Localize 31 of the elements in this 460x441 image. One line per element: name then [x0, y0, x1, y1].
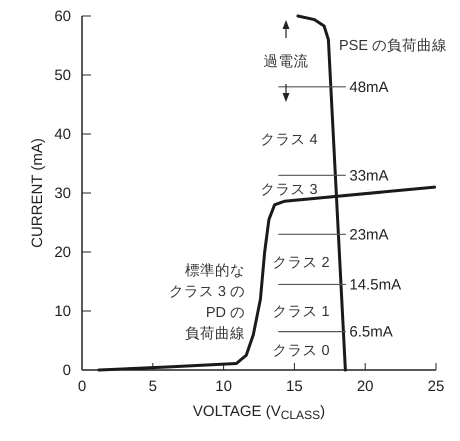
- x-tick-label: 0: [78, 378, 86, 395]
- y-tick-label: 10: [54, 303, 71, 320]
- x-tick-label: 25: [428, 378, 444, 395]
- y-axis-title: CURRENT (mA): [29, 138, 46, 248]
- annotation: PSE の負荷曲線: [339, 37, 448, 54]
- y-tick-label: 50: [54, 67, 71, 84]
- annotation: 負荷曲線: [185, 325, 245, 342]
- x-tick-label: 20: [356, 378, 374, 395]
- annotation: 過電流: [264, 53, 308, 70]
- series-label: 48mA: [349, 78, 389, 96]
- y-tick-label: 60: [54, 8, 71, 25]
- annotation: クラス 4: [260, 132, 318, 148]
- annotation: クラス 3: [260, 182, 318, 198]
- y-tick-label: 40: [54, 126, 71, 143]
- x-tick-label: 5: [148, 378, 157, 395]
- annotation: 標準的な: [185, 262, 245, 279]
- annotation: クラス 1: [272, 304, 330, 320]
- y-tick-label: 30: [54, 185, 71, 202]
- x-axis-title: VOLTAGE (V$_{CLASS}$): [192, 403, 326, 422]
- annotation: クラス 0: [272, 343, 330, 359]
- x-tick-label: 10: [215, 378, 232, 395]
- series-label: 14.5mA: [349, 276, 402, 294]
- series-label: 33mA: [349, 167, 389, 184]
- annotation: クラス 2: [272, 255, 330, 271]
- annotation: クラス 3 の: [168, 284, 245, 300]
- y-tick-label: 0: [62, 362, 71, 379]
- annotation: PD の: [206, 305, 245, 321]
- y-tick-label: 20: [54, 244, 71, 261]
- series-label: 6.5mA: [349, 324, 393, 341]
- x-tick-label: 15: [286, 378, 303, 395]
- series-label: 23mA: [349, 226, 389, 244]
